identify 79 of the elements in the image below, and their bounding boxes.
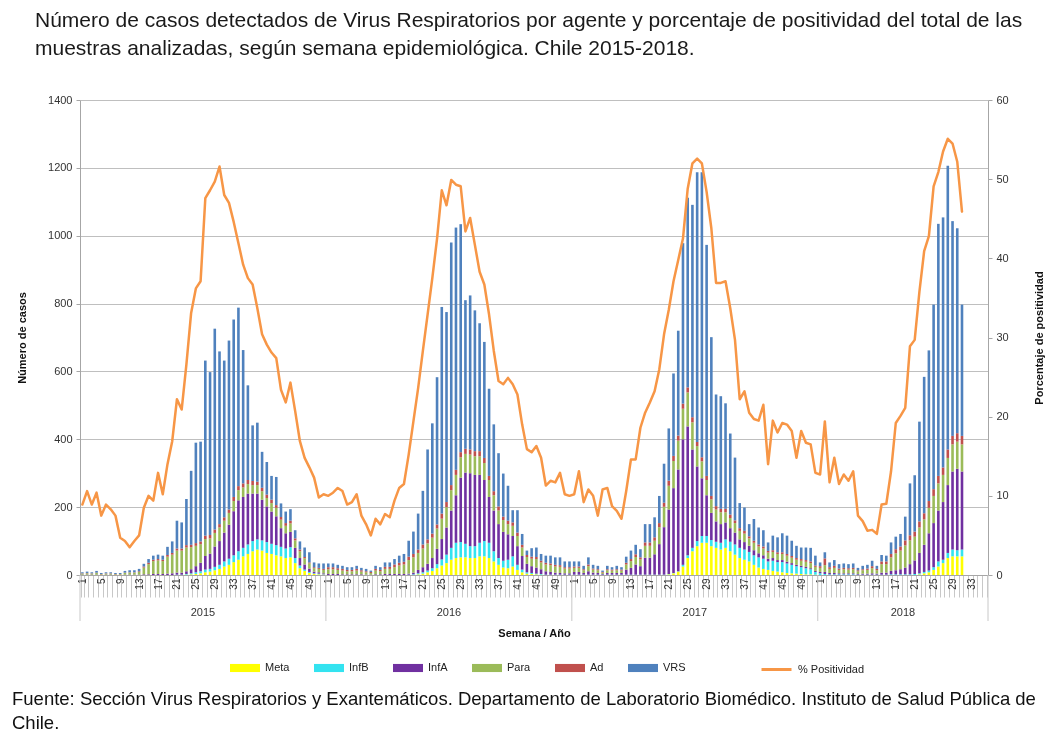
source-note: Fuente: Sección Virus Respiratorios y Exantemáticos. Departamento de Laboratorio Biomédico. Instituto de Salud Pública de Chile. (12, 687, 1037, 735)
x-tick-label: 29 (701, 578, 713, 590)
x-tick-label: 21 (171, 578, 183, 590)
legend-label: InfA (428, 661, 449, 673)
x-tick-label: 17 (398, 578, 410, 590)
x-tick-label: 41 (266, 578, 278, 590)
y2-tick-label: 50 (996, 172, 1009, 185)
x-tick-label: 13 (379, 578, 391, 590)
x-tick-label: 1 (322, 578, 334, 585)
x-tick-label: 1 (814, 578, 826, 585)
x-tick-label: 9 (360, 578, 372, 585)
x-tick-label: 45 (530, 578, 542, 590)
y-tick-label: 0 (66, 568, 73, 581)
text: 2018 (890, 606, 916, 618)
x-tick-label: 17 (152, 578, 164, 590)
x-tick-label: 33 (720, 578, 732, 590)
x-tick-label: 37 (247, 578, 259, 590)
y-axis-title: Número de casos (16, 292, 29, 384)
x-tick-label: 45 (776, 578, 788, 590)
x-tick-label: 45 (284, 578, 296, 590)
x-tick-label: 21 (909, 578, 921, 590)
legend-label: Ad (590, 661, 604, 673)
legend-label: VRS (663, 661, 686, 673)
x-axis-title: Semana / Año (498, 626, 571, 639)
y-tick-label: 400 (54, 432, 73, 445)
x-tick-label: 33 (965, 578, 977, 590)
x-tick-label: 25 (190, 578, 202, 590)
y2-axis-title: Porcentaje de positividad (1032, 271, 1045, 405)
chart-title: Número de casos detectados de Virus Respiratorios por agente y porcentaje de positividad del total de las muestras analizadas, según semana epidemiológica. Chile 2015-2018. (35, 7, 1024, 61)
x-tick-label: 5 (833, 578, 845, 585)
x-tick-label: 49 (303, 578, 315, 590)
x-tick-label: 17 (890, 578, 902, 590)
x-tick-label: 33 (228, 578, 240, 590)
legend-label: InfB (349, 661, 369, 673)
y2-tick-label: 40 (996, 251, 1009, 264)
x-tick-label: 49 (795, 578, 807, 590)
x-tick-label: 5 (341, 578, 353, 585)
x-tick-label: 13 (133, 578, 145, 590)
x-tick-label: 21 (663, 578, 675, 590)
legend-label: % Positividad (798, 662, 865, 675)
y2-tick-label: 10 (996, 489, 1009, 502)
x-tick-label: 29 (947, 578, 959, 590)
y-tick-label: 800 (54, 297, 73, 310)
x-tick-label: 37 (493, 578, 505, 590)
legend-label: Meta (265, 661, 291, 673)
x-tick-label: 13 (871, 578, 883, 590)
y2-tick-label: 20 (996, 410, 1009, 423)
text: 2015 (190, 606, 216, 618)
y-tick-label: 1000 (48, 229, 73, 242)
x-tick-label: 5 (587, 578, 599, 585)
y-tick-label: 1200 (48, 161, 73, 174)
x-tick-label: 37 (738, 578, 750, 590)
x-tick-label: 41 (757, 578, 769, 590)
x-tick-label: 25 (928, 578, 940, 590)
y-tick-label: 1400 (48, 93, 73, 106)
x-tick-label: 33 (474, 578, 486, 590)
y-tick-label: 600 (54, 364, 73, 377)
x-tick-label: 9 (114, 578, 126, 585)
x-tick-label: 1 (568, 578, 580, 585)
x-tick-label: 29 (209, 578, 221, 590)
x-tick-label: 29 (455, 578, 467, 590)
x-tick-label: 5 (95, 578, 107, 585)
x-tick-label: 41 (511, 578, 523, 590)
y2-tick-label: 30 (996, 331, 1009, 343)
text: 2017 (682, 606, 708, 618)
x-tick-label: 17 (644, 578, 656, 590)
x-tick-label: 21 (417, 578, 429, 590)
x-tick-label: 25 (436, 578, 448, 590)
y2-tick-label: 0 (996, 568, 1003, 581)
x-tick-label: 13 (625, 578, 637, 590)
y-tick-label: 200 (54, 500, 73, 513)
x-tick-label: 9 (852, 578, 864, 585)
x-tick-label: 9 (606, 578, 618, 585)
x-tick-label: 1 (76, 578, 88, 585)
y2-tick-label: 60 (996, 93, 1009, 106)
x-tick-label: 25 (682, 578, 694, 590)
legend-label: Para (507, 661, 532, 673)
x-tick-label: 49 (549, 578, 561, 590)
text: 2016 (436, 606, 462, 618)
